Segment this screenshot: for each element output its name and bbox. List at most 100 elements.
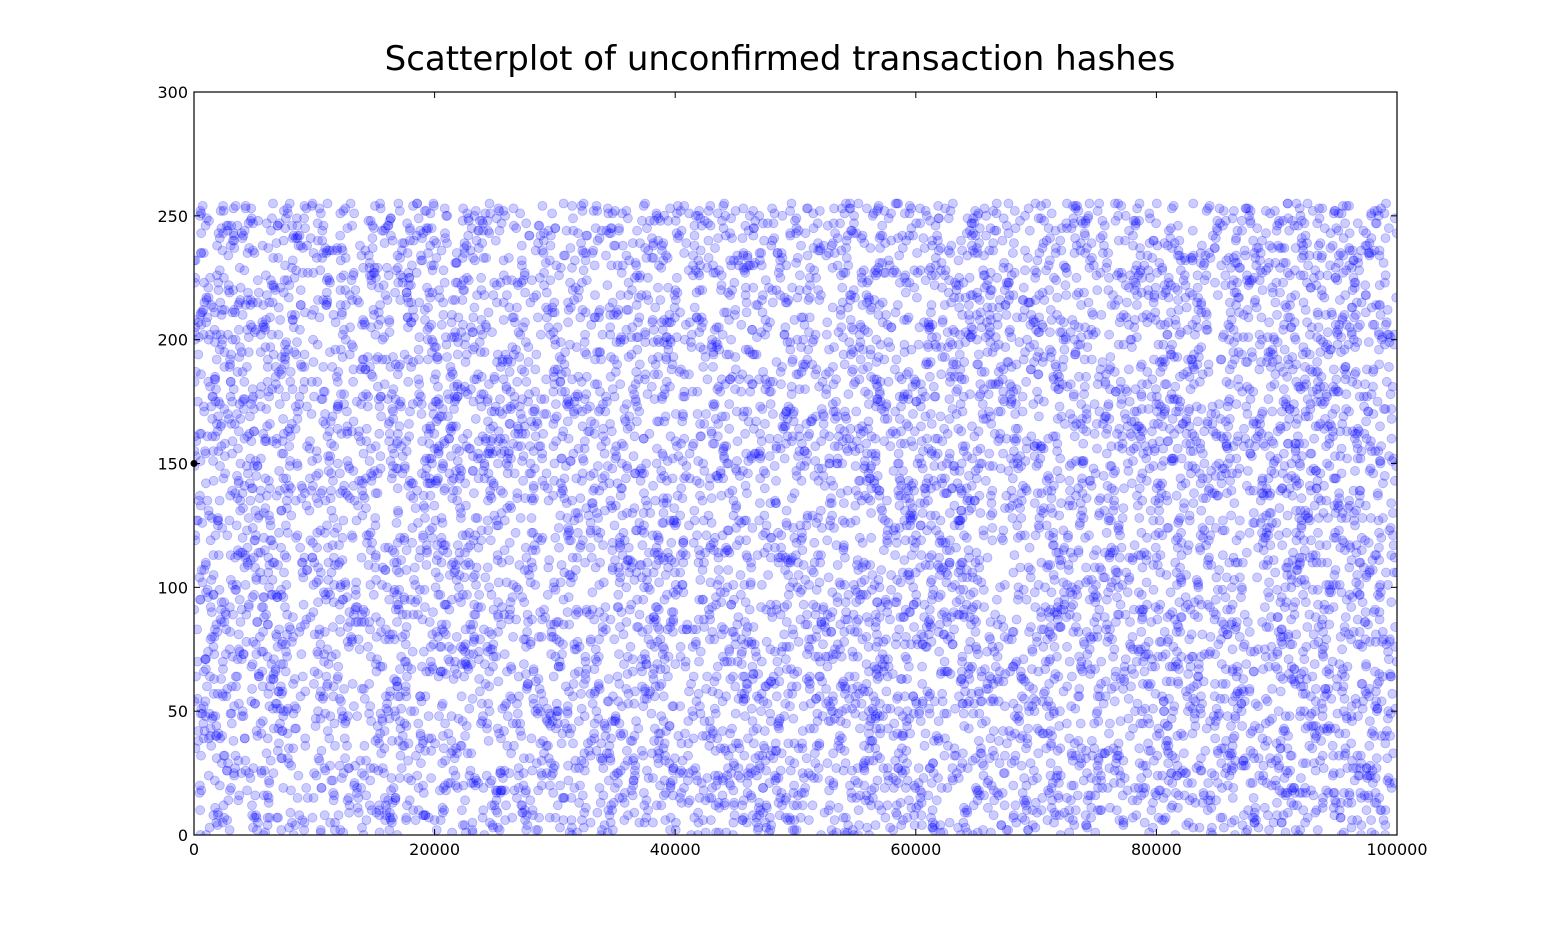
scatter-point — [755, 498, 765, 509]
scatter-point — [365, 775, 376, 786]
scatter-point — [498, 314, 509, 325]
scatter-point — [615, 290, 626, 301]
scatter-point — [1131, 656, 1142, 667]
scatter-point — [556, 738, 567, 749]
scatter-point — [637, 540, 648, 551]
scatter-point — [413, 213, 424, 224]
scatter-point — [883, 775, 894, 786]
scatter-point — [1201, 270, 1212, 281]
scatter-point — [457, 252, 468, 263]
scatter-point — [1011, 433, 1022, 444]
scatter-point — [1076, 300, 1086, 310]
scatter-point — [1322, 726, 1333, 736]
scatter-point — [276, 542, 287, 553]
scatter-point — [426, 347, 437, 358]
scatter-point — [234, 594, 245, 605]
scatter-point — [1239, 423, 1249, 434]
scatter-point — [525, 458, 536, 469]
scatter-point — [704, 716, 715, 726]
scatter-point — [252, 275, 263, 286]
scatter-point — [1227, 644, 1238, 655]
scatter-point — [640, 327, 650, 338]
scatter-point — [1059, 344, 1070, 355]
scatter-point — [470, 413, 481, 424]
scatter-point — [658, 691, 669, 702]
scatter-point — [727, 371, 738, 382]
scatter-point — [935, 515, 946, 526]
scatter-point — [855, 354, 866, 365]
scatter-point — [366, 716, 377, 726]
scatter-point — [326, 505, 337, 516]
scatter-point — [771, 475, 781, 486]
scatter-point — [1272, 646, 1283, 657]
scatter-point — [1383, 580, 1393, 590]
scatter-point — [216, 617, 227, 627]
scatter-point — [1222, 443, 1233, 454]
scatter-point — [1068, 391, 1079, 402]
scatter-point — [1363, 337, 1374, 348]
scatter-point — [949, 292, 959, 303]
scatter-point — [944, 545, 955, 556]
scatter-point — [273, 329, 284, 340]
scatter-point — [367, 233, 378, 244]
scatter-point — [1236, 215, 1247, 226]
scatter-point — [530, 364, 541, 375]
scatter-point — [1319, 396, 1330, 407]
scatter-point — [469, 255, 480, 266]
scatter-point — [278, 783, 289, 793]
scatter-point — [904, 277, 915, 288]
scatter-point — [760, 418, 770, 429]
scatter-point — [598, 577, 609, 588]
scatter-point — [274, 465, 285, 476]
scatter-point — [337, 329, 348, 340]
scatter-point — [1017, 391, 1028, 402]
scatter-point — [1105, 352, 1116, 362]
scatter-point — [759, 547, 770, 558]
scatter-point — [544, 555, 555, 565]
scatter-point — [1312, 307, 1323, 318]
scatter-point — [826, 706, 837, 717]
scatter-point — [384, 428, 395, 439]
scatter-point — [384, 317, 395, 328]
scatter-point — [1094, 495, 1104, 506]
scatter-point — [383, 795, 394, 806]
scatter-point — [412, 485, 423, 496]
scatter-point — [1040, 582, 1050, 593]
scatter-point — [1264, 622, 1274, 632]
scatter-point — [865, 304, 876, 315]
scatter-point — [1335, 295, 1345, 305]
scatter-point — [533, 312, 543, 323]
scatter-point — [870, 433, 881, 444]
scatter-point — [1138, 656, 1148, 667]
scatter-point — [929, 391, 940, 402]
scatter-point — [937, 314, 948, 325]
scatter-point — [1069, 431, 1080, 442]
scatter-point — [875, 654, 885, 665]
scatter-point — [405, 406, 415, 417]
scatter-point — [1034, 513, 1045, 523]
scatter-point — [791, 825, 802, 835]
scatter-point — [565, 456, 576, 466]
scatter-point — [567, 552, 578, 563]
scatter-point — [523, 396, 533, 407]
scatter-point — [374, 827, 385, 835]
scatter-point — [381, 691, 391, 702]
scatter-point — [1024, 225, 1035, 236]
scatter-point — [927, 805, 938, 816]
scatter-point — [1079, 354, 1090, 365]
scatter-point — [1382, 726, 1392, 736]
scatter-point — [1049, 706, 1059, 717]
scatter-point — [519, 421, 530, 432]
scatter-point — [1062, 267, 1072, 278]
scatter-point — [475, 634, 486, 645]
scatter-point — [441, 339, 452, 350]
scatter-point — [367, 371, 378, 382]
scatter-point — [1192, 297, 1202, 308]
scatter-point — [1184, 287, 1195, 298]
scatter-point — [344, 807, 355, 818]
scatter-point — [371, 354, 382, 365]
scatter-point — [480, 572, 491, 583]
scatter-point — [1067, 589, 1078, 600]
scatter-point — [261, 218, 272, 229]
scatter-point — [924, 691, 934, 702]
